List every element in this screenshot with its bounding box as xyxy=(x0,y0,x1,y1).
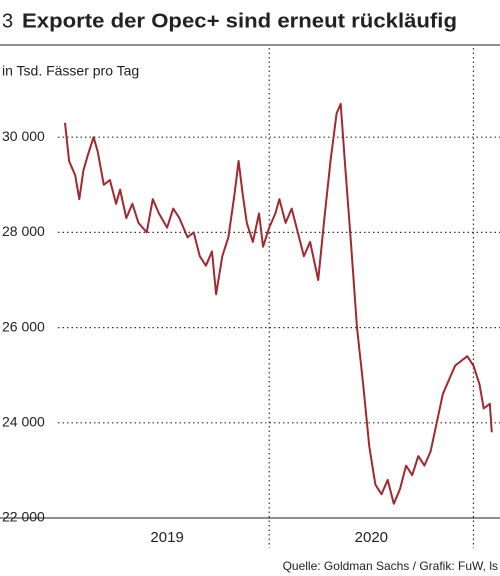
x-tick-label: 2019 xyxy=(150,529,183,546)
y-tick-label: 28 000 xyxy=(2,223,45,239)
source: Quelle: Goldman Sachs / Grafik: FuW, ls xyxy=(283,559,498,573)
y-tick-label: 22 000 xyxy=(2,509,45,525)
chart-subtitle: in Tsd. Fässer pro Tag xyxy=(2,63,139,79)
y-tick-label: 24 000 xyxy=(2,414,45,430)
chart-title: Exporte der Opec+ sind erneut rückläufig xyxy=(22,10,457,32)
x-tick-label: 2020 xyxy=(355,529,388,546)
data-line xyxy=(64,102,493,505)
y-tick-label: 30 000 xyxy=(2,128,45,144)
chart-number: 3 xyxy=(2,10,13,32)
y-tick-label: 26 000 xyxy=(2,318,45,334)
